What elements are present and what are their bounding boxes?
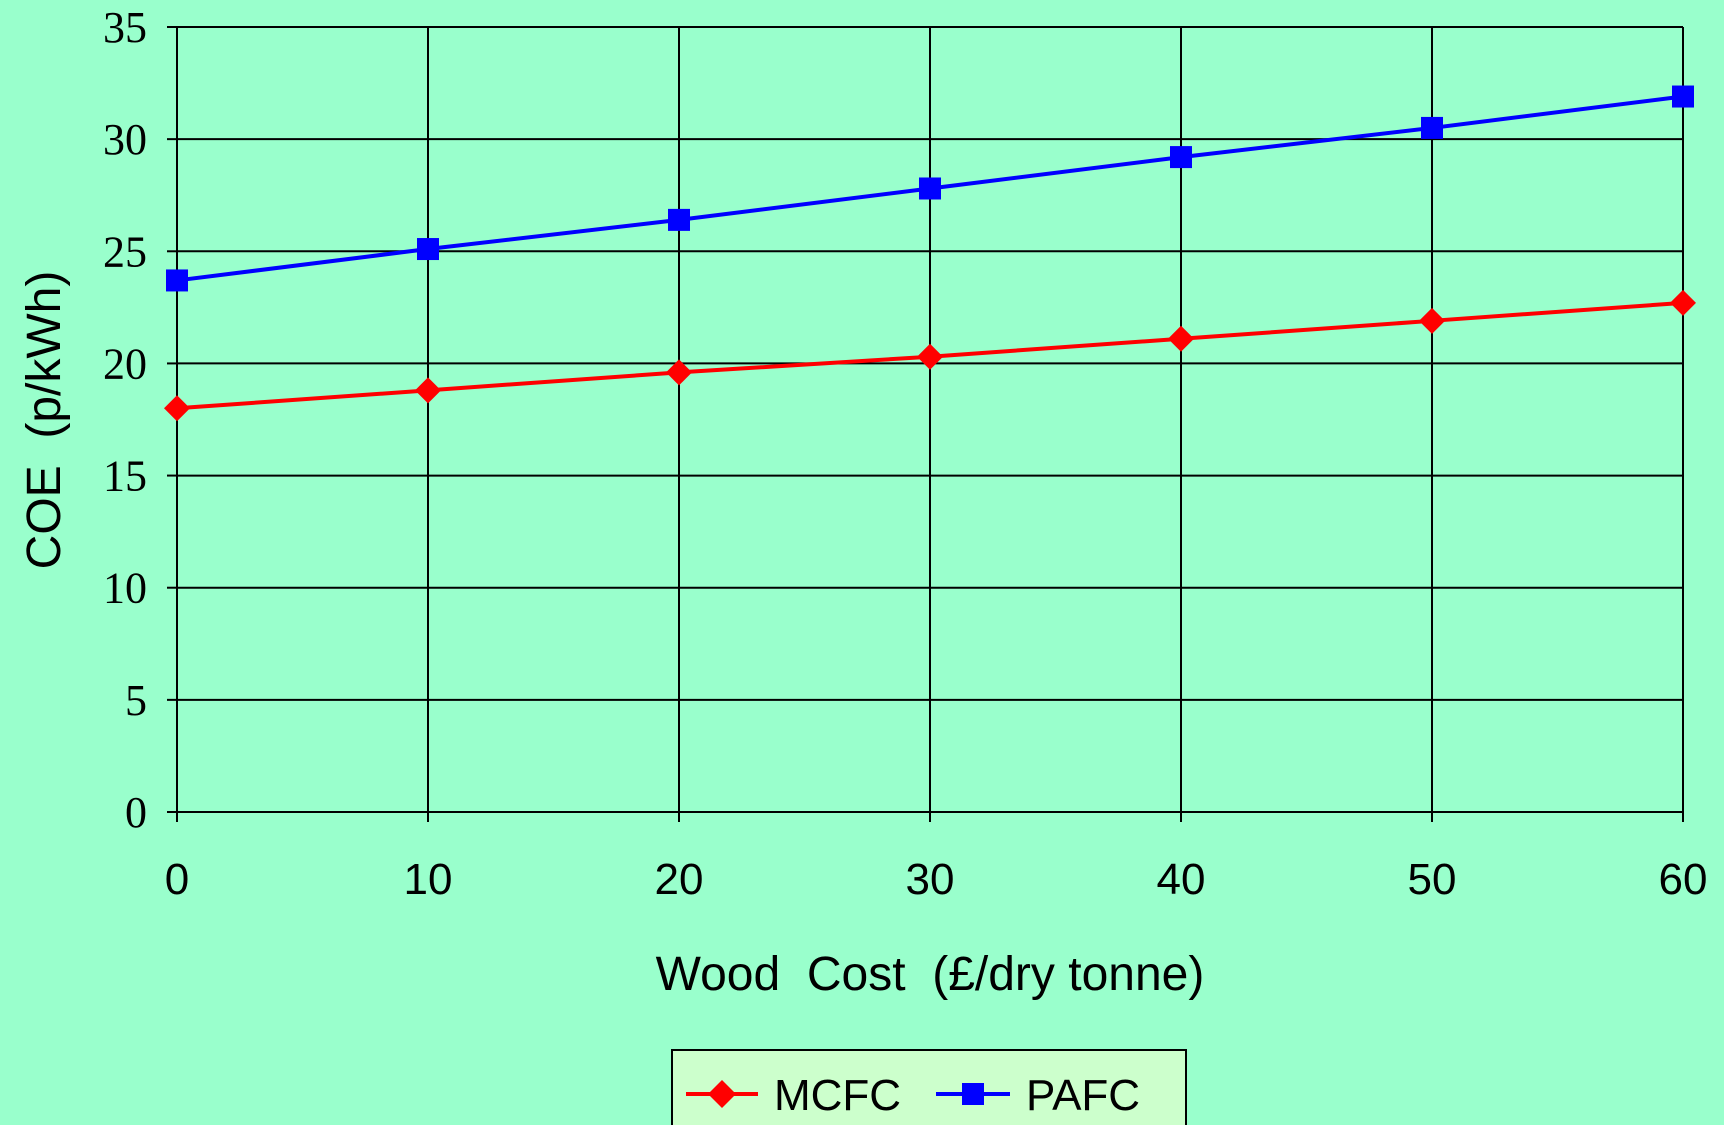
data-point-mcfc-0 — [164, 395, 190, 422]
x-tick-labels: 0 10 20 30 40 50 60 — [165, 855, 1708, 904]
x-tick-label-10: 10 — [404, 855, 453, 904]
legend-mcfc-marker — [708, 1080, 736, 1108]
legend-box — [671, 1049, 1187, 1125]
x-tick-label-20: 20 — [655, 855, 704, 904]
y-tick-label-15: 15 — [103, 452, 147, 501]
legend: MCFC PAFC — [671, 1049, 1187, 1125]
data-point-pafc-40 — [1170, 146, 1192, 169]
series — [164, 85, 1696, 422]
y-tick-label-30: 30 — [103, 115, 147, 164]
x-tick-label-50: 50 — [1408, 855, 1457, 904]
data-point-mcfc-50 — [1419, 307, 1445, 334]
grid — [177, 26, 1684, 812]
legend-mcfc-label: MCFC — [774, 1071, 901, 1120]
data-point-pafc-10 — [417, 238, 439, 261]
data-point-pafc-20 — [668, 208, 690, 231]
legend-pafc-marker — [962, 1083, 984, 1105]
x-tick-label-30: 30 — [906, 855, 955, 904]
y-axis-title: COE (p/kWh) — [18, 271, 71, 570]
data-point-pafc-0 — [166, 269, 188, 292]
y-tick-label-20: 20 — [103, 339, 147, 388]
data-point-mcfc-20 — [666, 359, 692, 386]
y-tick-label-35: 35 — [103, 3, 147, 52]
data-point-mcfc-30 — [917, 343, 943, 370]
axes — [167, 26, 1684, 822]
data-point-mcfc-10 — [415, 377, 441, 404]
data-point-mcfc-60 — [1670, 289, 1696, 316]
legend-pafc-label: PAFC — [1026, 1071, 1140, 1120]
y-tick-label-0: 0 — [125, 788, 147, 837]
y-tick-labels: 0 5 10 15 20 25 30 35 — [103, 3, 147, 837]
data-point-pafc-60 — [1672, 85, 1694, 108]
series-pafc — [166, 85, 1694, 292]
y-tick-label-5: 5 — [125, 676, 147, 725]
series-mcfc — [164, 289, 1696, 422]
y-tick-label-10: 10 — [103, 564, 147, 613]
x-tick-label-0: 0 — [165, 855, 189, 904]
data-point-pafc-30 — [919, 177, 941, 200]
x-tick-label-40: 40 — [1157, 855, 1206, 904]
x-axis-title: Wood Cost (£/dry tonne) — [656, 948, 1205, 1001]
data-point-mcfc-40 — [1168, 325, 1194, 352]
x-tick-label-60: 60 — [1659, 855, 1708, 904]
data-point-pafc-50 — [1421, 116, 1443, 139]
y-tick-label-25: 25 — [103, 227, 147, 276]
